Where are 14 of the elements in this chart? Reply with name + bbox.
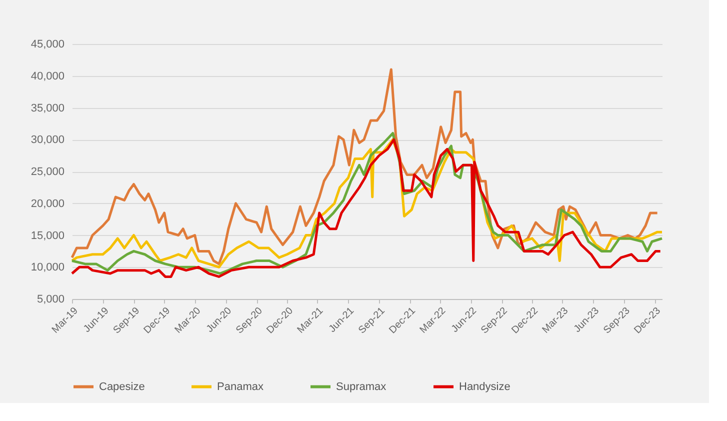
y-tick-label: 20,000 (30, 198, 64, 210)
legend-label: Handysize (459, 380, 510, 393)
y-tick-label: 15,000 (30, 230, 64, 242)
legend-label: Supramax (336, 380, 387, 393)
line-series (70, 68, 659, 266)
legend-label: Panamax (217, 380, 264, 393)
y-tick-label: 5,000 (36, 294, 64, 306)
y-tick-label: 10,000 (30, 262, 64, 274)
y-tick-label: 45,000 (30, 38, 64, 50)
y-tick-label: 35,000 (30, 102, 64, 114)
y-tick-label: 25,000 (30, 166, 64, 178)
y-tick-label: 30,000 (30, 134, 64, 146)
y-tick-label: 40,000 (30, 70, 64, 82)
legend-label: Capesize (99, 380, 145, 393)
